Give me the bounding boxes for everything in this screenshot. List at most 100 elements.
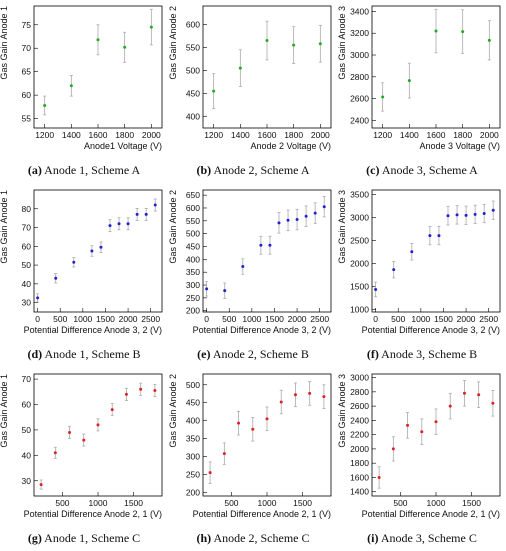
x-tick-label: 1800 — [115, 130, 134, 140]
x-tick-label: 1500 — [293, 498, 312, 508]
data-point — [68, 430, 72, 434]
data-point — [268, 243, 272, 247]
caption-text: Anode 3, Scheme B — [378, 347, 478, 361]
data-point — [407, 79, 411, 83]
caption-text: Anode 1, Scheme A — [41, 163, 141, 177]
data-point — [420, 430, 424, 434]
chart-panel-a: 1200 1400 1600 1800 2000 55 60 65 70 75 Anode1 Vol… — [0, 0, 168, 183]
x-tick-label: 1800 — [453, 130, 472, 140]
chart-panel-h: 500 1000 1500 200 250 300 350 400 450 500 Potentia… — [168, 368, 337, 551]
caption-text: Anode 2, Scheme A — [211, 163, 310, 177]
data-point — [434, 29, 438, 33]
x-tick-label: 1000 — [73, 314, 92, 324]
data-point — [446, 214, 450, 218]
x-tick-label: 2000 — [457, 314, 476, 324]
data-point — [205, 287, 209, 291]
x-tick-label: 500 — [222, 314, 236, 324]
y-tick-label: 30 — [22, 476, 32, 486]
data-point — [487, 38, 491, 42]
chart-h: 500 1000 1500200250300350400450500Potentia… — [168, 373, 332, 519]
data-point — [374, 287, 378, 291]
y-tick-label: 3500 — [350, 190, 369, 200]
x-tick-label: 1500 — [265, 314, 284, 324]
chart-panel-d: 0 500 1000 1500 2000 2500 30 40 50 60 70 80 Potentia… — [0, 184, 168, 367]
x-axis-title: Anode1 Voltage (V) — [84, 141, 162, 151]
x-tick-label: 2000 — [142, 130, 161, 140]
y-tick-label: 2200 — [350, 430, 369, 440]
y-tick-label: 70 — [22, 43, 32, 53]
y-tick-label: 50 — [22, 425, 32, 435]
data-point — [448, 404, 452, 408]
plot-frame — [33, 373, 163, 497]
data-point — [126, 222, 130, 226]
y-tick-label: 400 — [186, 416, 200, 426]
chart-panel-e: 0 500 1000 1500 2000 2500 200 250 300 350 400 450 50… — [168, 184, 337, 367]
chart-g: 500 1000 1500 30 40 50 60 70 Potential Differenc… — [0, 373, 163, 519]
y-tick-label: 500 — [186, 380, 200, 390]
x-tick-label: 1000 — [258, 498, 277, 508]
y-tick-label: 200 — [186, 306, 200, 316]
y-tick-label: 60 — [22, 241, 32, 251]
y-tick-label: 250 — [186, 293, 200, 303]
y-tick-label: 400 — [186, 111, 200, 121]
data-point — [286, 218, 290, 222]
y-tick-label: 2400 — [350, 415, 369, 425]
y-tick-label: 2800 — [350, 387, 369, 397]
x-axis-title: Potential Difference Anode 3, 2 (V) — [24, 325, 162, 335]
data-point — [322, 205, 326, 209]
data-point — [139, 387, 143, 391]
x-tick-label: 0 — [204, 314, 209, 324]
data-point — [72, 260, 76, 264]
data-point — [491, 208, 495, 212]
data-point — [265, 39, 269, 43]
y-tick-label: 2400 — [350, 115, 369, 125]
data-point — [428, 234, 432, 238]
x-axis-title: Potential Difference Anode 3, 2 (V) — [193, 325, 331, 335]
y-axis-title: Gas Gain Anode 1 — [0, 190, 9, 264]
x-axis-title: Potential Difference Anode 3, 2 (V) — [362, 325, 500, 335]
x-axis-title: Anode 2 Voltage (V) — [250, 141, 331, 151]
y-tick-label: 300 — [186, 452, 200, 462]
caption-label: (b) — [196, 163, 212, 177]
y-axis-title: Gas Gain Anode 2 — [168, 374, 178, 448]
data-point — [54, 276, 58, 280]
x-tick-label: 1500 — [434, 314, 453, 324]
y-tick-label: 2500 — [350, 236, 369, 246]
y-tick-label: 3000 — [350, 50, 369, 60]
x-axis-title: Potential Difference Anode 2, 1 (V) — [24, 509, 162, 519]
y-tick-label: 450 — [186, 398, 200, 408]
caption-label: (g) — [27, 531, 42, 545]
panel-caption-i: (i) Anode 3, Scheme C — [338, 531, 506, 546]
data-point — [377, 475, 381, 479]
y-axis-title: Gas Gain Anode 3 — [337, 6, 347, 80]
y-tick-label: 1800 — [350, 458, 369, 468]
caption-label: (a) — [27, 163, 42, 177]
x-tick-label: 1000 — [427, 498, 446, 508]
y-tick-label: 70 — [22, 223, 32, 233]
x-tick-label: 1800 — [284, 130, 303, 140]
panel-caption-c: (c) Anode 3, Scheme A — [338, 163, 506, 178]
x-tick-label: 2000 — [480, 130, 499, 140]
y-tick-label: 2600 — [350, 94, 369, 104]
chart-b: 1200 1400 1600 1800 2000 400 450 500 550 600 Anode… — [168, 5, 332, 151]
caption-label: (h) — [196, 531, 212, 545]
data-point — [135, 212, 139, 216]
x-tick-label: 500 — [391, 314, 405, 324]
y-tick-label: 300 — [186, 280, 200, 290]
y-tick-label: 200 — [186, 487, 200, 497]
data-point — [482, 211, 486, 215]
y-tick-label: 70 — [22, 374, 32, 384]
x-tick-label: 1600 — [427, 130, 446, 140]
data-point — [153, 203, 157, 207]
data-point — [391, 447, 395, 451]
y-axis-title: Gas Gain Anode 2 — [168, 6, 178, 80]
y-tick-label: 30 — [22, 298, 32, 308]
plot-frame — [202, 373, 332, 497]
caption-label: (c) — [366, 163, 380, 177]
x-tick-label: 0 — [373, 314, 378, 324]
data-point — [96, 423, 100, 427]
data-point — [39, 483, 43, 487]
y-tick-label: 50 — [22, 260, 32, 270]
data-point — [69, 84, 73, 88]
